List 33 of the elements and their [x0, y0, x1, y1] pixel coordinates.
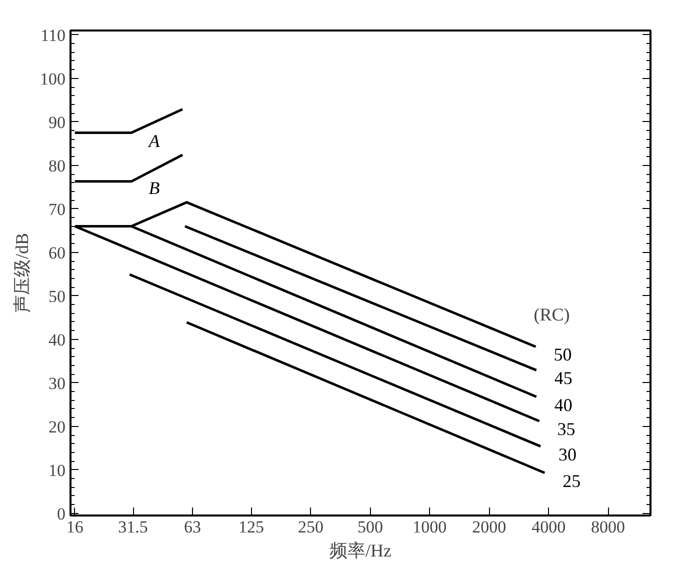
- y-tick-label: 40: [48, 330, 66, 350]
- x-tick-label: 63: [184, 518, 201, 536]
- x-tick-label: 250: [298, 518, 324, 536]
- x-tick-label: 500: [357, 518, 383, 536]
- x-tick-label: 2000: [472, 518, 506, 536]
- series-label: B: [148, 178, 160, 198]
- y-tick-label: 30: [48, 374, 66, 393]
- series-label: 40: [554, 394, 572, 415]
- x-tick-label: 125: [238, 518, 264, 536]
- y-tick-label: 80: [48, 156, 66, 176]
- y-tick-label: 10: [48, 460, 66, 480]
- series-label: 35: [557, 419, 576, 440]
- x-tick-label: 1000: [412, 518, 447, 536]
- legend-title: (RC): [534, 304, 570, 325]
- y-tick-label: 110: [40, 26, 66, 45]
- x-axis-title: 频率/Hz: [330, 540, 392, 560]
- x-tick-label: 16: [66, 518, 84, 536]
- x-tick-label: 8000: [591, 518, 626, 536]
- x-tick-label: 4000: [532, 518, 566, 536]
- y-axis-title: 声压级/dB: [12, 232, 32, 314]
- y-tick-label: 100: [40, 69, 66, 88]
- y-tick-label: 20: [48, 417, 66, 436]
- x-tick-label: 31.5: [118, 518, 148, 536]
- y-tick-label: 50: [48, 286, 66, 306]
- series-label: 25: [562, 470, 581, 491]
- y-tick-label: 60: [48, 243, 66, 262]
- series-label: 30: [558, 444, 576, 464]
- y-tick-label: 70: [48, 200, 66, 219]
- y-tick-label: 90: [48, 112, 66, 132]
- series-label: 45: [554, 368, 572, 388]
- y-tick-label: 0: [57, 504, 66, 524]
- series-label: A: [148, 130, 161, 151]
- series-label: 50: [554, 344, 572, 365]
